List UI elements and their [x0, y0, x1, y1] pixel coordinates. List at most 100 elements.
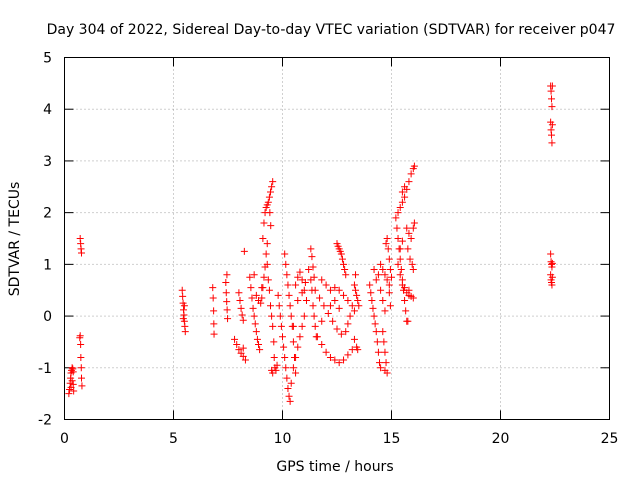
- data-point: [340, 291, 348, 299]
- data-point: [398, 188, 406, 196]
- data-point: [274, 291, 282, 299]
- data-point: [401, 297, 409, 305]
- data-point: [237, 304, 245, 312]
- data-point: [350, 335, 358, 343]
- data-point: [300, 312, 308, 320]
- data-point: [252, 328, 260, 336]
- data-point: [398, 198, 406, 206]
- data-point: [258, 294, 266, 302]
- data-point: [292, 281, 300, 289]
- data-point: [210, 330, 218, 338]
- data-point: [410, 219, 418, 227]
- data-point: [384, 245, 392, 253]
- data-point: [281, 250, 289, 258]
- data-point: [335, 286, 343, 294]
- x-axis-label: GPS time / hours: [276, 459, 393, 475]
- data-point: [548, 281, 556, 289]
- data-point: [289, 322, 297, 330]
- data-point: [78, 374, 86, 382]
- data-point: [346, 312, 354, 320]
- data-point: [370, 312, 378, 320]
- data-point: [383, 235, 391, 242]
- data-point: [320, 302, 328, 310]
- data-point: [382, 359, 390, 367]
- data-point: [250, 312, 258, 320]
- x-tick-label: 15: [383, 431, 401, 447]
- data-point: [311, 286, 319, 294]
- data-point: [298, 322, 306, 330]
- data-point: [311, 322, 319, 330]
- data-point: [286, 397, 294, 405]
- data-point: [394, 235, 402, 242]
- data-point: [308, 253, 316, 261]
- data-point: [318, 341, 326, 349]
- data-point: [352, 286, 360, 294]
- data-point: [235, 289, 243, 297]
- data-point: [251, 320, 259, 328]
- data-point: [372, 328, 380, 336]
- data-point: [547, 87, 555, 95]
- x-tick-label: 25: [601, 431, 619, 447]
- data-point: [239, 316, 247, 324]
- data-point: [548, 131, 556, 139]
- data-point: [406, 255, 414, 263]
- data-point: [368, 297, 376, 305]
- data-point: [344, 351, 352, 359]
- data-point: [379, 297, 387, 305]
- data-point: [405, 286, 413, 294]
- x-tick-label: 20: [492, 431, 510, 447]
- data-point: [394, 260, 402, 268]
- data-point: [377, 364, 385, 372]
- data-point: [248, 294, 256, 302]
- data-point: [366, 281, 374, 289]
- data-point: [280, 343, 288, 351]
- data-point: [298, 289, 306, 297]
- data-point: [294, 343, 302, 351]
- data-point: [396, 271, 404, 279]
- data-point: [292, 353, 300, 361]
- data-point: [264, 198, 272, 206]
- data-point: [289, 364, 297, 372]
- data-point: [78, 382, 86, 390]
- data-point: [239, 352, 247, 360]
- data-point: [403, 224, 411, 232]
- y-tick-label: 2: [43, 206, 52, 222]
- data-point: [180, 311, 188, 319]
- data-point: [301, 278, 309, 286]
- data-point: [269, 178, 277, 186]
- data-point: [318, 276, 326, 284]
- data-point: [294, 273, 302, 281]
- data-point: [344, 297, 352, 305]
- y-tick-label: 5: [43, 51, 52, 67]
- data-point: [270, 338, 278, 346]
- data-point: [548, 273, 556, 281]
- data-point: [397, 266, 405, 274]
- data-point: [181, 328, 189, 336]
- data-point: [262, 250, 270, 258]
- data-point: [381, 366, 389, 374]
- x-tick-label: 5: [169, 431, 178, 447]
- data-point: [283, 374, 291, 382]
- data-point: [267, 302, 275, 310]
- chart-title: Day 304 of 2022, Sidereal Day-to-day VTE…: [47, 22, 616, 38]
- data-point: [382, 240, 390, 248]
- data-point: [263, 240, 271, 248]
- data-point: [548, 95, 556, 103]
- data-point: [69, 368, 77, 376]
- data-point: [354, 346, 362, 354]
- data-point: [394, 209, 402, 217]
- data-point: [231, 335, 239, 343]
- data-point: [331, 284, 339, 292]
- data-point: [68, 364, 76, 372]
- data-point: [398, 237, 406, 245]
- data-point: [283, 271, 291, 279]
- data-point: [388, 273, 395, 281]
- data-point: [335, 359, 343, 367]
- data-point: [292, 369, 300, 377]
- data-point: [547, 250, 555, 258]
- data-point: [178, 286, 186, 294]
- data-point: [268, 312, 276, 320]
- data-point: [289, 338, 297, 346]
- data-point: [275, 302, 283, 310]
